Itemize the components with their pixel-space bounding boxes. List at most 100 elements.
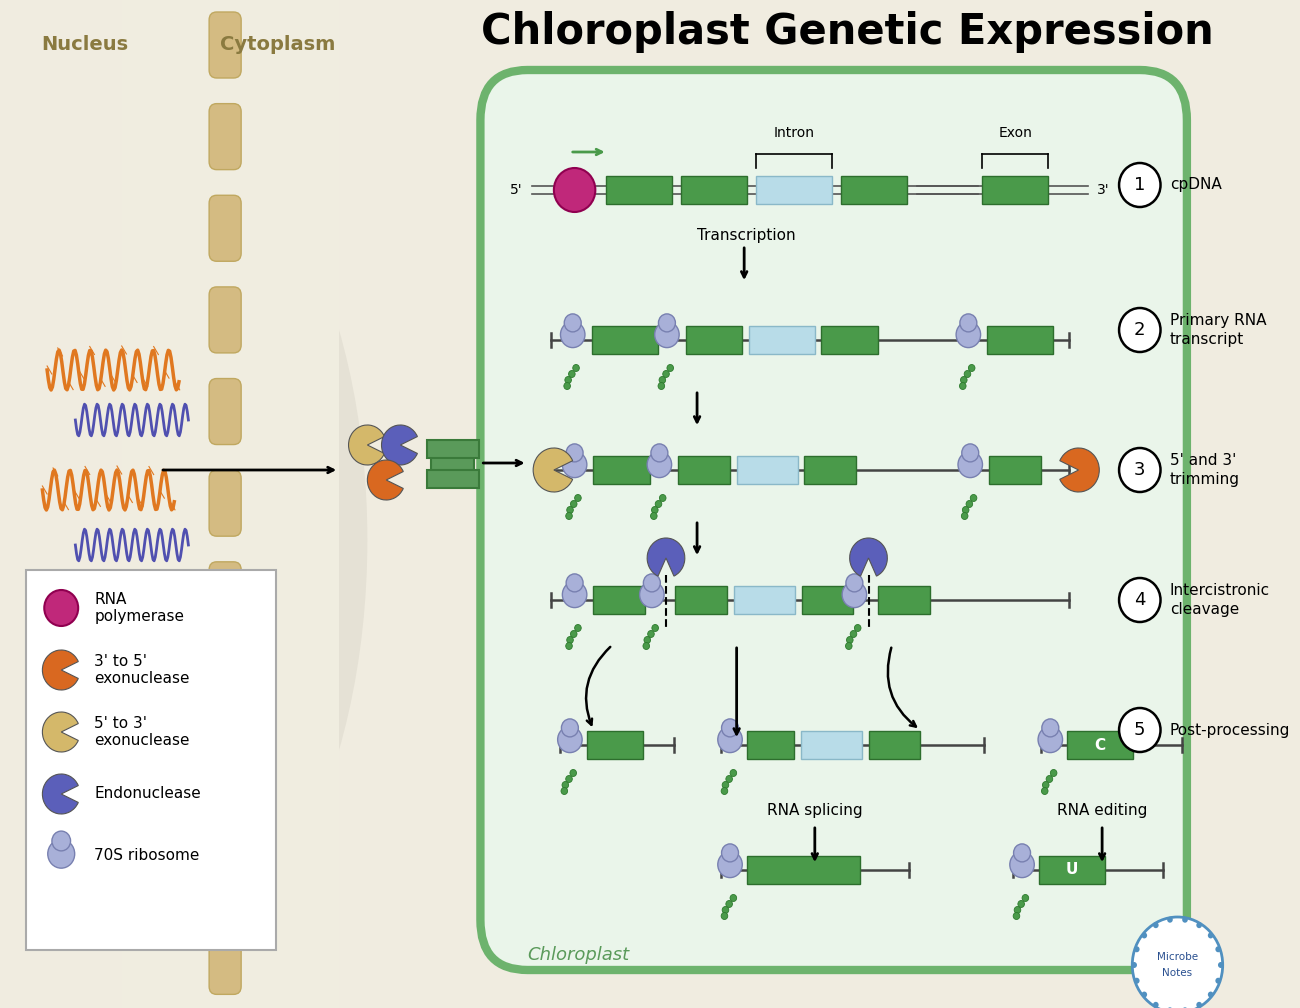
Circle shape <box>566 444 584 462</box>
FancyBboxPatch shape <box>209 287 240 353</box>
Circle shape <box>725 900 732 907</box>
Bar <box>841 176 907 204</box>
Circle shape <box>731 894 737 901</box>
Circle shape <box>569 769 576 776</box>
Wedge shape <box>348 425 385 465</box>
Circle shape <box>575 625 581 631</box>
Circle shape <box>723 781 729 788</box>
FancyBboxPatch shape <box>209 745 240 811</box>
FancyBboxPatch shape <box>209 470 240 536</box>
Bar <box>987 326 1053 354</box>
Circle shape <box>566 574 584 592</box>
Circle shape <box>962 512 968 519</box>
Circle shape <box>1182 916 1188 922</box>
FancyBboxPatch shape <box>209 928 240 994</box>
Text: cpDNA: cpDNA <box>1170 177 1222 193</box>
Circle shape <box>564 382 571 389</box>
Text: 70S ribosome: 70S ribosome <box>94 849 200 864</box>
Text: 3': 3' <box>1097 183 1110 197</box>
Bar <box>868 731 920 759</box>
Bar <box>0 0 339 1008</box>
Circle shape <box>966 501 972 507</box>
Ellipse shape <box>0 90 368 990</box>
Circle shape <box>651 506 658 513</box>
Text: Cytoplasm: Cytoplasm <box>220 35 335 54</box>
FancyBboxPatch shape <box>209 837 240 903</box>
Bar <box>426 470 478 488</box>
Bar <box>733 586 796 614</box>
Bar <box>586 731 644 759</box>
Bar <box>1067 731 1134 759</box>
Circle shape <box>1010 852 1035 878</box>
Circle shape <box>562 719 578 737</box>
Circle shape <box>1013 912 1019 919</box>
Circle shape <box>846 574 863 592</box>
Bar <box>681 176 748 204</box>
FancyBboxPatch shape <box>209 12 240 78</box>
Circle shape <box>1131 962 1138 968</box>
Bar <box>0 0 122 1008</box>
Circle shape <box>655 501 662 507</box>
Circle shape <box>846 636 853 643</box>
Circle shape <box>644 636 650 643</box>
Text: 5: 5 <box>1134 721 1145 739</box>
Bar <box>593 456 650 484</box>
Text: C: C <box>1095 738 1106 753</box>
Circle shape <box>1046 775 1053 782</box>
Bar <box>805 456 857 484</box>
Circle shape <box>959 382 966 389</box>
Circle shape <box>850 630 857 637</box>
Text: Chloroplast Genetic Expression: Chloroplast Genetic Expression <box>481 11 1214 53</box>
Circle shape <box>554 168 595 212</box>
Circle shape <box>1196 1002 1202 1008</box>
Circle shape <box>722 787 728 794</box>
Circle shape <box>1218 962 1223 968</box>
Bar <box>606 176 672 204</box>
Bar <box>757 176 832 204</box>
Text: Intercistronic
cleavage: Intercistronic cleavage <box>1170 583 1270 617</box>
Text: Microbe: Microbe <box>1157 952 1199 962</box>
Wedge shape <box>533 448 573 492</box>
Circle shape <box>961 377 967 383</box>
Bar <box>747 856 861 884</box>
Bar <box>749 326 815 354</box>
Circle shape <box>1119 308 1161 352</box>
Circle shape <box>731 769 737 776</box>
Bar <box>802 586 853 614</box>
Circle shape <box>575 495 581 502</box>
Circle shape <box>959 313 976 332</box>
Text: Endonuclease: Endonuclease <box>94 786 202 801</box>
Text: 5' and 3'
trimming: 5' and 3' trimming <box>1170 453 1240 488</box>
Circle shape <box>1216 947 1221 953</box>
Circle shape <box>1119 578 1161 622</box>
Circle shape <box>1208 992 1213 998</box>
Circle shape <box>571 630 577 637</box>
Circle shape <box>1119 163 1161 207</box>
Circle shape <box>1196 922 1202 928</box>
Circle shape <box>564 313 581 332</box>
Circle shape <box>651 444 668 462</box>
Circle shape <box>1216 978 1221 984</box>
Text: Post-processing: Post-processing <box>1170 723 1291 738</box>
Text: 2: 2 <box>1134 321 1145 339</box>
FancyBboxPatch shape <box>481 70 1187 970</box>
Circle shape <box>1208 932 1213 938</box>
Bar <box>676 586 727 614</box>
Circle shape <box>658 382 664 389</box>
Circle shape <box>968 365 975 372</box>
Circle shape <box>667 365 673 372</box>
Circle shape <box>644 574 660 592</box>
Bar <box>432 450 473 478</box>
Text: 3: 3 <box>1134 461 1145 479</box>
Circle shape <box>1141 992 1147 998</box>
Circle shape <box>1039 727 1062 753</box>
Wedge shape <box>368 460 403 500</box>
Circle shape <box>970 495 976 502</box>
Circle shape <box>659 495 666 502</box>
Circle shape <box>1014 906 1020 913</box>
Circle shape <box>566 377 572 383</box>
Circle shape <box>1041 787 1048 794</box>
Circle shape <box>958 452 983 478</box>
Circle shape <box>658 313 676 332</box>
Circle shape <box>567 506 573 513</box>
